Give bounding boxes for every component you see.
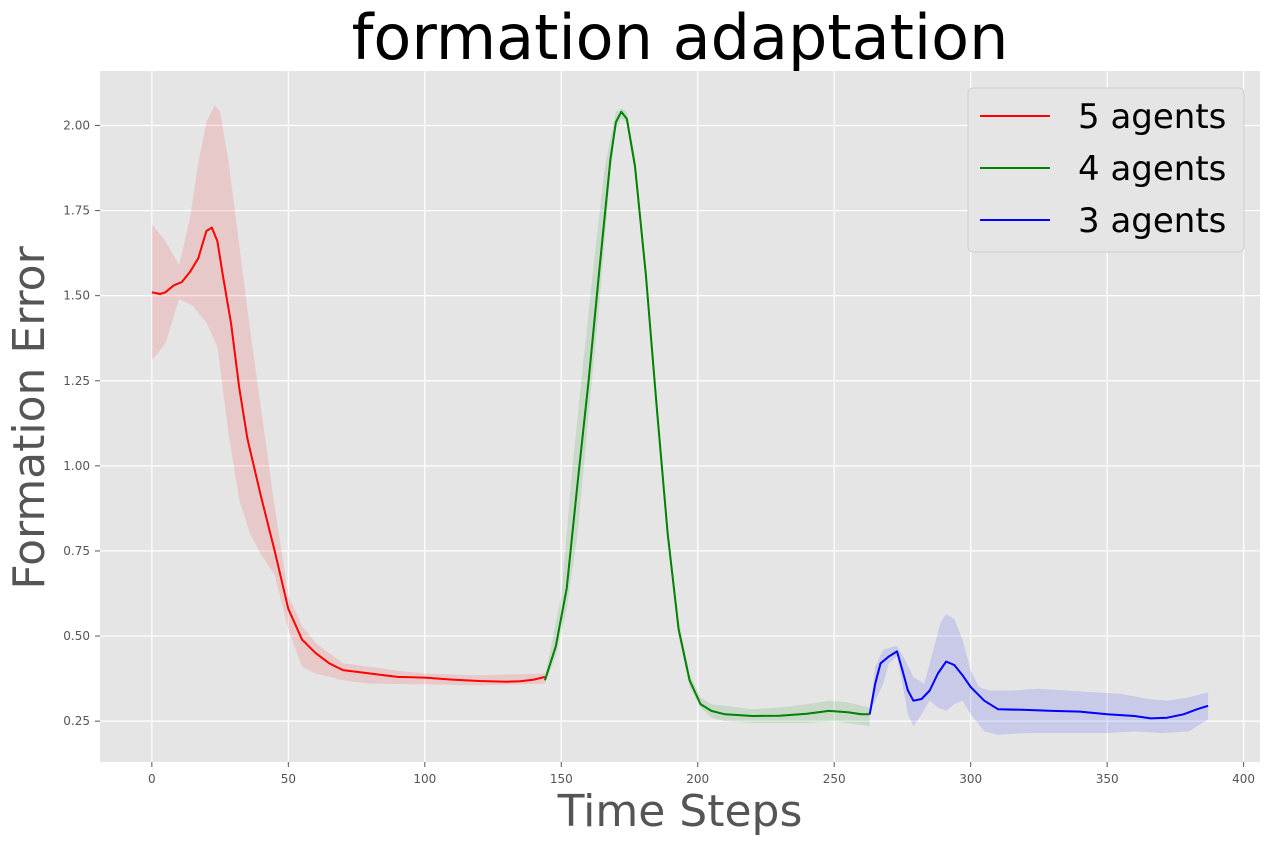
x-tick-label: 250 bbox=[823, 772, 846, 786]
y-tick-label: 1.25 bbox=[63, 374, 90, 388]
x-tick-label: 400 bbox=[1232, 772, 1255, 786]
y-tick-label: 0.50 bbox=[63, 629, 90, 643]
legend: 5 agents 4 agents 3 agents bbox=[967, 87, 1245, 253]
x-tick-label: 0 bbox=[148, 772, 156, 786]
y-tick-label: 1.50 bbox=[63, 289, 90, 303]
y-tick-label: 1.00 bbox=[63, 459, 90, 473]
x-axis-title: Time Steps bbox=[557, 786, 803, 837]
legend-label: 3 agents bbox=[1078, 201, 1226, 241]
band-series-3 bbox=[869, 613, 1209, 735]
y-tick-label: 2.00 bbox=[63, 118, 90, 132]
legend-label: 4 agents bbox=[1078, 149, 1226, 189]
line-series-3 bbox=[868, 650, 1209, 720]
band-series-1 bbox=[151, 105, 545, 686]
y-tick-label: 0.75 bbox=[63, 544, 90, 558]
line-series-2 bbox=[543, 110, 870, 717]
x-tick-label: 300 bbox=[959, 772, 982, 786]
x-tick-label: 200 bbox=[686, 772, 709, 786]
x-tick-label: 50 bbox=[281, 772, 296, 786]
y-tick-label: 1.75 bbox=[63, 204, 90, 218]
legend-box bbox=[967, 87, 1245, 253]
line-series-1 bbox=[151, 226, 546, 683]
legend-label: 5 agents bbox=[1078, 97, 1226, 137]
y-tick-label: 0.25 bbox=[63, 714, 90, 728]
chart-title: formation adaptation bbox=[352, 1, 1009, 74]
x-tick-label: 100 bbox=[413, 772, 436, 786]
x-tick-label: 150 bbox=[550, 772, 573, 786]
x-tick-label: 350 bbox=[1096, 772, 1119, 786]
y-axis-title: Formation Error bbox=[4, 245, 55, 589]
